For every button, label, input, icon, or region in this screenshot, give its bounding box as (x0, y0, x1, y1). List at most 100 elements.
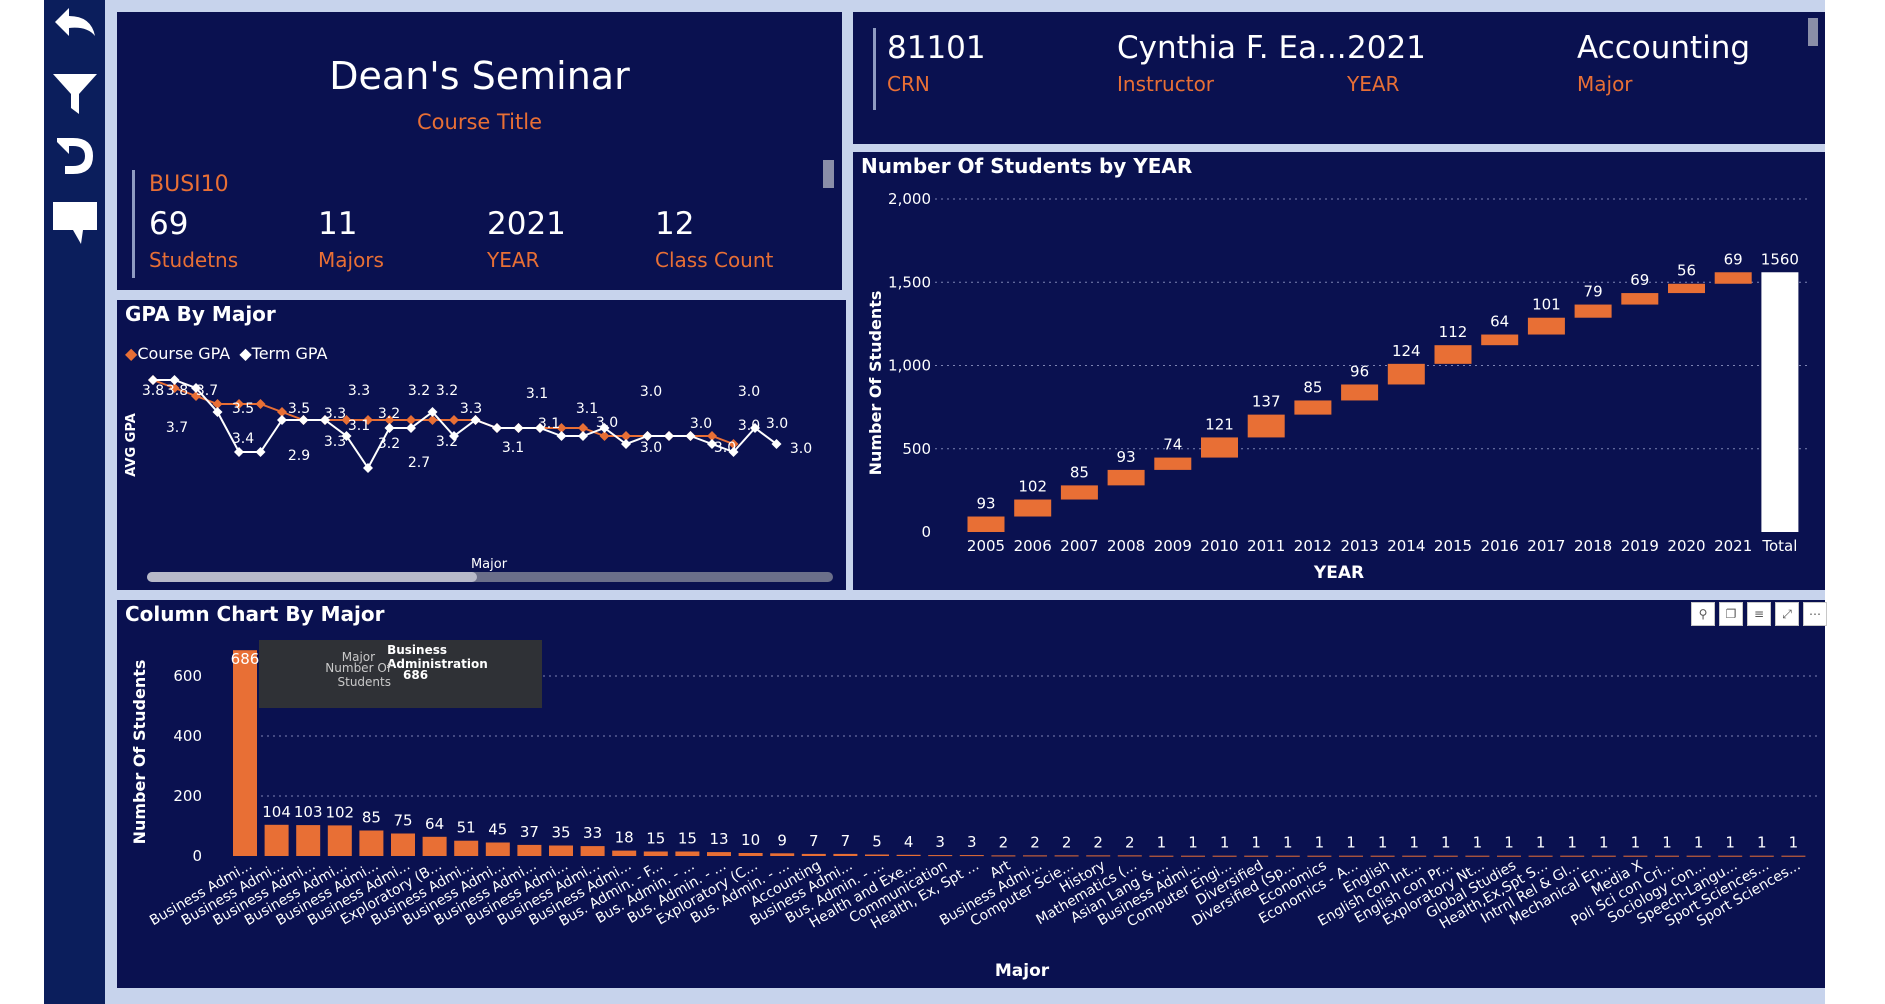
column-bar (1718, 855, 1743, 857)
card-divider (132, 170, 135, 278)
column-data-label: 1 (1346, 834, 1356, 852)
column-data-label: 1 (1504, 834, 1514, 852)
legend-course-gpa[interactable]: Course GPA (137, 344, 231, 363)
kpi-students-label: Studetns (149, 248, 239, 272)
gpa-point (234, 399, 244, 409)
column-bar (1560, 855, 1585, 857)
waterfall-bar (1574, 304, 1612, 318)
column-bar (896, 854, 921, 856)
waterfall-chart[interactable]: 0 500 1,000 1,500 2,000 Number Of Students YEA… (853, 152, 1825, 590)
gpa-chart-scrollbar-thumb[interactable] (147, 572, 477, 582)
header-crn-label: CRN (887, 72, 930, 96)
gpa-point (212, 399, 223, 409)
waterfall-x-tick-label: 2018 (1574, 537, 1612, 555)
gpa-point (191, 391, 201, 401)
waterfall-x-tick-label: 2019 (1621, 537, 1659, 555)
waterfall-bar (1294, 400, 1332, 415)
copy-icon[interactable]: ❐ (1719, 602, 1743, 626)
gpa-point (169, 383, 180, 393)
column-data-label: 10 (741, 831, 760, 849)
header-scrollbar[interactable] (1808, 18, 1818, 46)
waterfall-bar (1481, 334, 1519, 346)
gpa-point (621, 439, 631, 449)
gpa-point-label: 3.1 (348, 418, 370, 434)
gpa-point (578, 423, 588, 433)
column-data-label: 13 (709, 830, 728, 848)
waterfall-y-tick-label: 0 (921, 523, 931, 541)
waterfall-chart-panel: Number Of Students by YEAR 0 500 1,000 1,50… (853, 152, 1825, 590)
focus-mode-icon[interactable]: ⤢ (1775, 602, 1799, 626)
comment-icon[interactable] (44, 196, 105, 252)
waterfall-y-tick-label: 2,000 (888, 190, 931, 208)
column-bar (264, 824, 289, 856)
column-bar (1023, 855, 1047, 857)
column-bar (1591, 855, 1616, 857)
waterfall-x-tick-label: 2006 (1014, 537, 1052, 555)
waterfall-bar (1621, 293, 1659, 305)
column-data-label: 1 (1283, 834, 1293, 852)
gpa-point-label: 3.0 (738, 418, 760, 434)
kpi-class-count-label: Class Count (655, 248, 774, 272)
column-data-label: 4 (904, 833, 914, 851)
gpa-point-label: 3.0 (714, 440, 736, 456)
waterfall-y-tick-label: 500 (902, 440, 931, 458)
pin-icon[interactable]: ⚲ (1691, 602, 1715, 626)
waterfall-x-tick-label: 2017 (1527, 537, 1565, 555)
gpa-point-label: 3.7 (166, 420, 188, 436)
column-data-label: 1 (1409, 834, 1419, 852)
gpa-point-label: 3.2 (378, 436, 400, 452)
waterfall-data-label: 124 (1392, 342, 1421, 360)
column-data-label: 1 (1315, 834, 1325, 852)
column-data-label: 2 (999, 833, 1009, 851)
column-bar (233, 650, 257, 856)
column-bar (1465, 855, 1490, 857)
waterfall-bar (1154, 457, 1192, 470)
filter-icon[interactable] (44, 68, 105, 124)
filter-lines-icon[interactable]: ≡ (1747, 602, 1771, 626)
gpa-point-label: 3.2 (436, 383, 458, 399)
waterfall-x-tick-label: 2008 (1107, 537, 1145, 555)
back-arrow-icon[interactable] (44, 2, 105, 58)
column-data-label: 3 (967, 833, 977, 851)
gpa-point-label: 3.5 (288, 401, 310, 417)
gpa-chart-scrollbar-track[interactable] (147, 572, 833, 582)
waterfall-x-tick-label: 2015 (1434, 537, 1472, 555)
gpa-point-label: 2.7 (408, 455, 430, 471)
gpa-chart-panel: GPA By Major ◆Course GPA ◆Term GPA AVG G… (117, 300, 846, 590)
header-year-label: YEAR (1347, 72, 1400, 96)
card-scrollbar[interactable] (823, 160, 834, 188)
column-bar (801, 853, 826, 856)
reset-icon[interactable] (44, 130, 105, 186)
waterfall-bar (967, 516, 1005, 532)
waterfall-x-tick-label: Total (1761, 537, 1797, 555)
kpi-majors-label: Majors (318, 248, 384, 272)
gpa-point-label: 3.0 (766, 416, 788, 432)
column-data-label: 51 (457, 819, 476, 837)
more-options-icon[interactable]: ⋯ (1803, 602, 1827, 626)
waterfall-x-tick-label: 2011 (1247, 537, 1285, 555)
column-data-label: 1 (1631, 834, 1641, 852)
column-bar (1339, 855, 1363, 857)
column-bar (1181, 855, 1205, 857)
column-data-label: 2 (1062, 833, 1072, 851)
gpa-point (578, 431, 588, 441)
column-data-label: 45 (488, 821, 507, 839)
column-y-tick-label: 0 (192, 847, 202, 865)
column-data-label: 1 (1694, 834, 1704, 852)
column-data-label: 1 (1757, 834, 1767, 852)
gpa-series-line (152, 379, 734, 445)
column-bar (296, 825, 321, 856)
column-data-label: 15 (678, 830, 697, 848)
waterfall-bar (1434, 345, 1472, 364)
legend-term-gpa[interactable]: Term GPA (251, 344, 328, 363)
column-data-label: 103 (294, 803, 323, 821)
column-data-label: 75 (393, 812, 412, 830)
gpa-point (750, 423, 760, 433)
tooltip-value: 686 (403, 668, 429, 682)
visual-toolbar: ⚲ ❐ ≡ ⤢ ⋯ (1691, 602, 1827, 626)
waterfall-total-bar (1761, 272, 1799, 532)
column-data-label: 1 (1789, 834, 1799, 852)
column-bar (1086, 855, 1111, 857)
